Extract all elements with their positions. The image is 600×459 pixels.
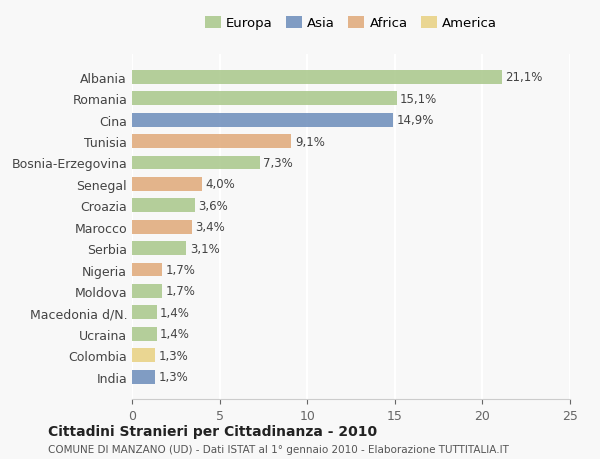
Bar — [132, 284, 162, 298]
Legend: Europa, Asia, Africa, America: Europa, Asia, Africa, America — [205, 17, 497, 30]
Text: 3,4%: 3,4% — [195, 221, 225, 234]
Bar — [132, 113, 393, 127]
Text: 21,1%: 21,1% — [505, 71, 542, 84]
Text: 3,1%: 3,1% — [190, 242, 220, 255]
Bar — [132, 348, 155, 362]
Bar — [132, 220, 191, 234]
Bar — [132, 156, 260, 170]
Bar — [132, 135, 292, 149]
Text: 1,3%: 1,3% — [158, 370, 188, 383]
Text: 3,6%: 3,6% — [199, 199, 229, 213]
Text: 1,4%: 1,4% — [160, 328, 190, 341]
Text: Cittadini Stranieri per Cittadinanza - 2010: Cittadini Stranieri per Cittadinanza - 2… — [48, 425, 377, 438]
Bar — [132, 178, 202, 191]
Bar — [132, 241, 187, 256]
Text: 15,1%: 15,1% — [400, 93, 437, 106]
Bar — [132, 92, 397, 106]
Text: 1,3%: 1,3% — [158, 349, 188, 362]
Text: 4,0%: 4,0% — [206, 178, 235, 191]
Bar — [132, 370, 155, 384]
Bar — [132, 199, 195, 213]
Bar — [132, 327, 157, 341]
Text: 7,3%: 7,3% — [263, 157, 293, 170]
Text: 14,9%: 14,9% — [397, 114, 434, 127]
Text: 9,1%: 9,1% — [295, 135, 325, 148]
Text: 1,7%: 1,7% — [165, 263, 195, 276]
Bar — [132, 306, 157, 319]
Bar — [132, 71, 502, 84]
Bar — [132, 263, 162, 277]
Text: COMUNE DI MANZANO (UD) - Dati ISTAT al 1° gennaio 2010 - Elaborazione TUTTITALIA: COMUNE DI MANZANO (UD) - Dati ISTAT al 1… — [48, 444, 509, 454]
Text: 1,7%: 1,7% — [165, 285, 195, 298]
Text: 1,4%: 1,4% — [160, 306, 190, 319]
